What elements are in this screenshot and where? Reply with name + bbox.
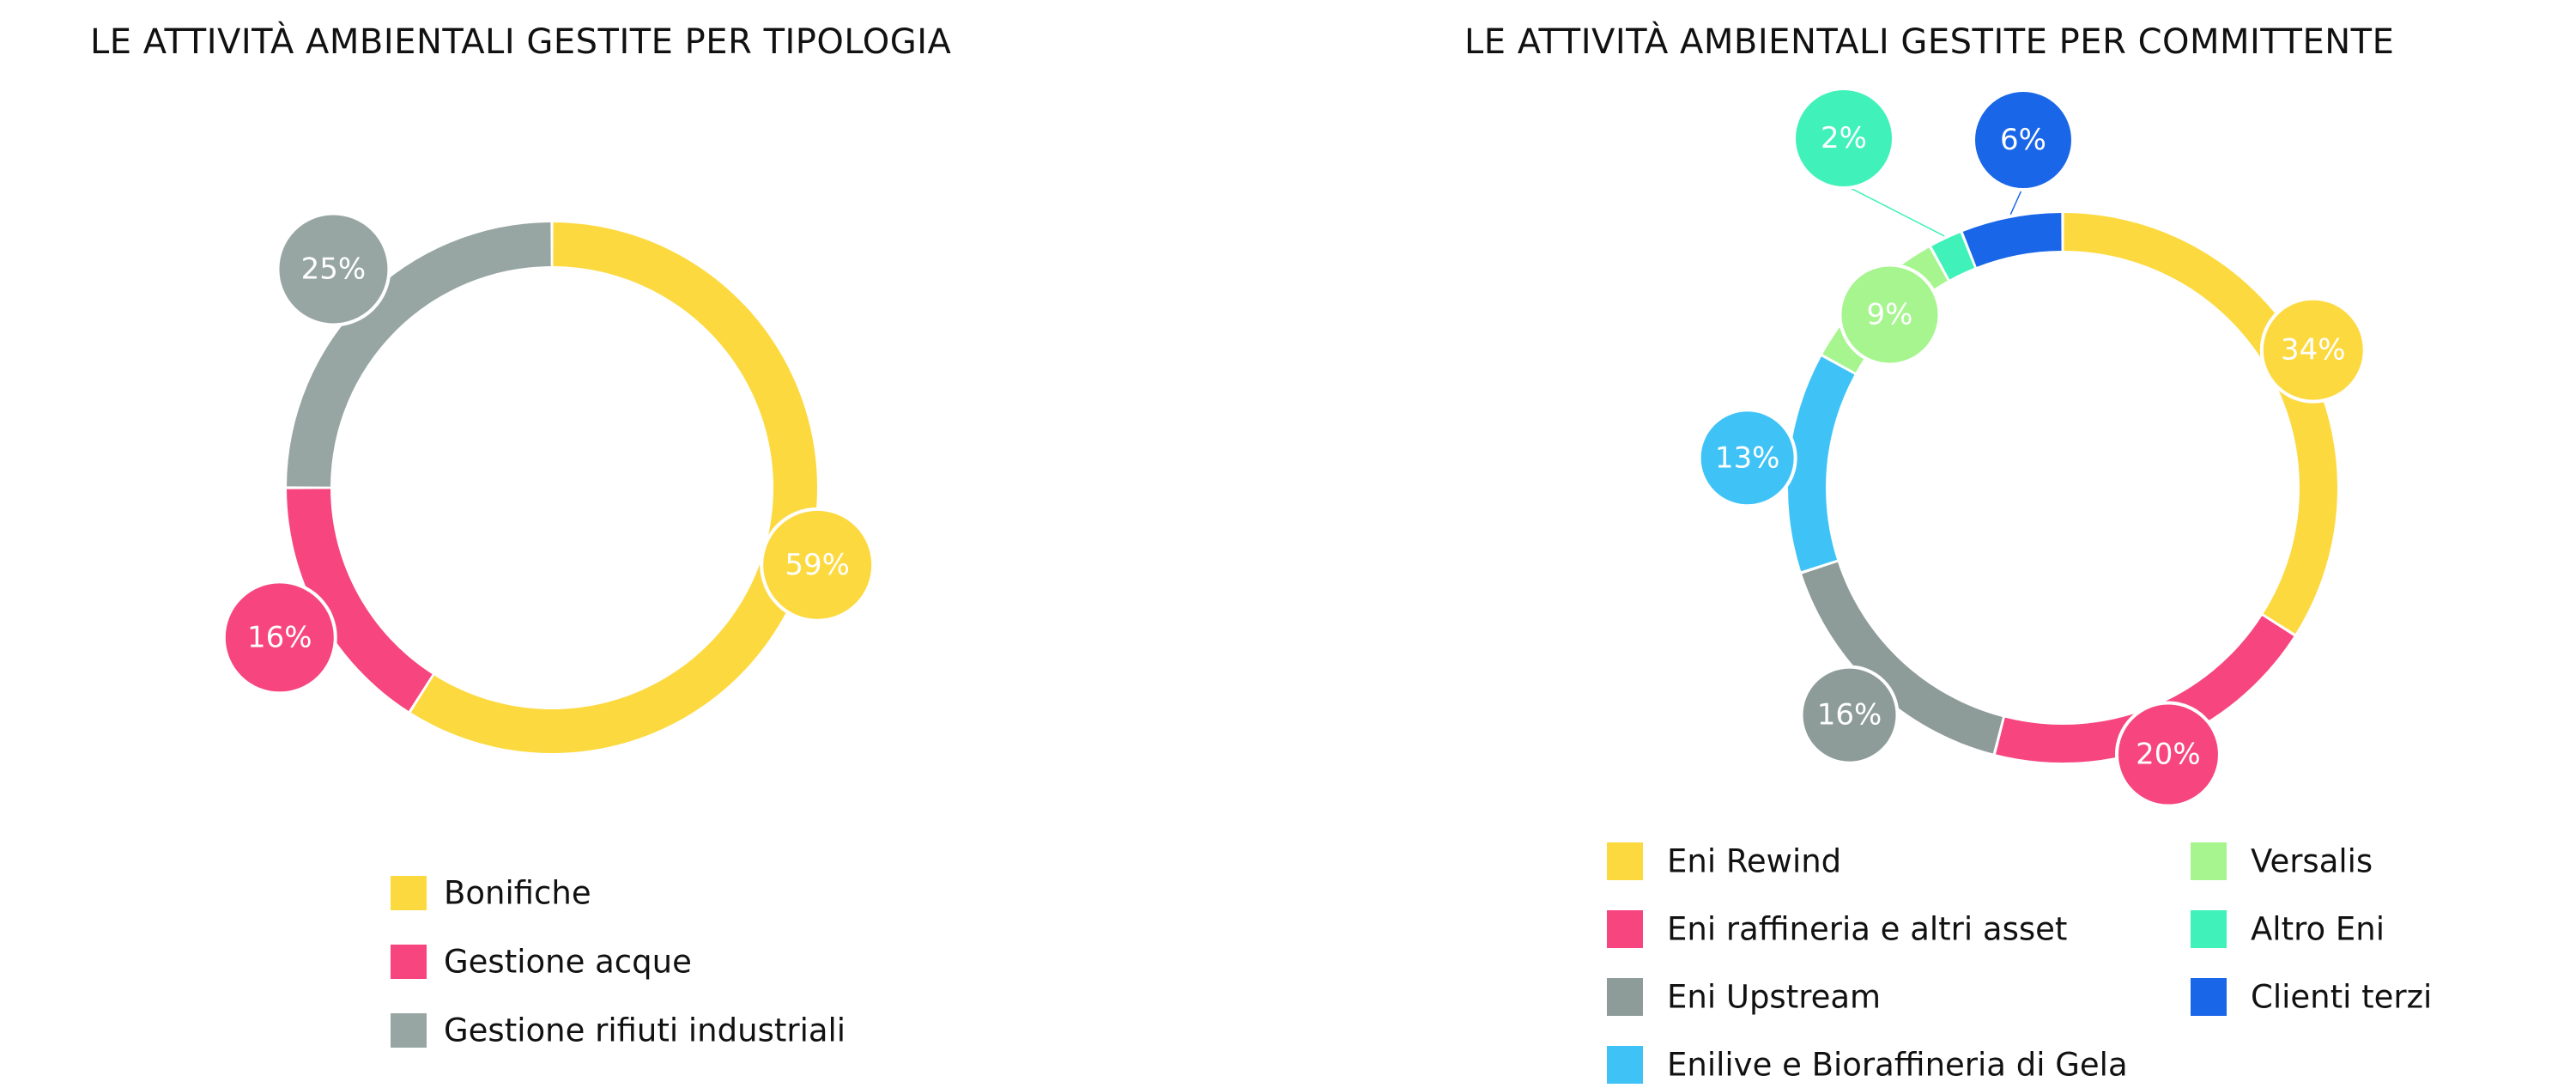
data-label-gestione-rifiuti-industriali: 25% — [301, 252, 367, 286]
label-bubble-eni-upstream — [1799, 665, 1900, 765]
legend-swatch-eni-raffineria-e-altri-asset — [1607, 910, 1643, 948]
chart-committente: LE ATTIVITÀ AMBIENTALI GESTITE PER COMMI… — [1464, 21, 2432, 1084]
legend-swatch-versalis — [2191, 842, 2227, 880]
slice-bonifiche[interactable] — [410, 222, 818, 753]
label-bubble-clienti-terzi — [1972, 88, 2075, 191]
data-label-eni-upstream: 16% — [1817, 698, 1882, 732]
data-label-bonifiche: 59% — [785, 548, 850, 582]
legend-item-altro-eni[interactable]: Altro Eni — [2191, 910, 2385, 948]
slice-eni-upstream[interactable] — [1802, 562, 2003, 754]
label-bubble-eni-rewind — [2259, 296, 2367, 404]
legend-item-gestione-rifiuti-industriali[interactable]: Gestione rifiuti industriali — [391, 1012, 846, 1049]
legend-item-eni-raffineria-e-altri-asset[interactable]: Eni raffineria e altri asset — [1607, 910, 2067, 948]
legend-label-clienti-terzi: Clienti terzi — [2251, 979, 2432, 1016]
legend-swatch-enilive-e-bioraffineria-di-gela — [1607, 1046, 1643, 1084]
legend-label-versalis: Versalis — [2251, 843, 2373, 880]
label-bubble-enilive-e-bioraffineria-di-gela — [1697, 408, 1797, 508]
data-labels-tipologia: 59% 16% 25% — [221, 211, 876, 696]
data-label-gestione-acque: 16% — [247, 620, 312, 654]
legend-committente: Eni Rewind Eni raffineria e altri asset En… — [1607, 842, 2432, 1084]
legend-label-bonifiche: Bonifiche — [444, 875, 591, 912]
data-label-versalis: 9% — [1866, 297, 1912, 331]
leader-line-altro-eni — [1843, 184, 1945, 237]
legend-swatch-gestione-rifiuti-industriali — [391, 1013, 427, 1048]
label-bubble-versalis — [1838, 263, 1942, 367]
chart-title-tipologia: LE ATTIVITÀ AMBIENTALI GESTITE PER TIPOL… — [90, 21, 952, 62]
legend-swatch-bonifiche — [391, 876, 427, 910]
data-label-eni-rewind: 34% — [2281, 333, 2346, 368]
data-label-eni-raffineria-e-altri-asset: 20% — [2136, 738, 2201, 772]
legend-item-versalis[interactable]: Versalis — [2191, 842, 2373, 880]
slice-gestione-acque[interactable] — [287, 489, 433, 712]
data-label-enilive-e-bioraffineria-di-gela: 13% — [1715, 441, 1780, 475]
legend-item-clienti-terzi[interactable]: Clienti terzi — [2191, 978, 2432, 1016]
legend-item-bonifiche[interactable]: Bonifiche — [391, 875, 591, 912]
data-labels-committente: 34% 20% 16% 13% 9% 2% 6% — [1697, 87, 2367, 808]
legend-label-eni-rewind: Eni Rewind — [1667, 843, 1841, 880]
legend-label-eni-upstream: Eni Upstream — [1667, 979, 1881, 1016]
legend-swatch-gestione-acque — [391, 945, 427, 979]
legend-swatch-eni-rewind — [1607, 842, 1643, 880]
legend-label-gestione-rifiuti-industriali: Gestione rifiuti industriali — [444, 1012, 846, 1049]
legend-label-altro-eni: Altro Eni — [2251, 911, 2385, 948]
slice-altro-eni[interactable] — [1931, 233, 1975, 280]
legend-label-enilive-e-bioraffineria-di-gela: Enilive e Bioraffineria di Gela — [1667, 1047, 2128, 1084]
legend-item-eni-upstream[interactable]: Eni Upstream — [1607, 978, 1881, 1016]
legend-item-eni-rewind[interactable]: Eni Rewind — [1607, 842, 1841, 880]
legend-item-enilive-e-bioraffineria-di-gela[interactable]: Enilive e Bioraffineria di Gela — [1607, 1046, 2128, 1084]
label-bubble-bonifiche — [760, 507, 876, 623]
label-bubble-gestione-acque — [221, 580, 337, 696]
chart-tipologia: LE ATTIVITÀ AMBIENTALI GESTITE PER TIPOL… — [90, 21, 952, 1049]
chart-title-committente: LE ATTIVITÀ AMBIENTALI GESTITE PER COMMI… — [1464, 21, 2394, 62]
slice-clienti-terzi[interactable] — [1962, 213, 2062, 267]
legend-swatch-clienti-terzi — [2191, 978, 2227, 1016]
legend-swatch-altro-eni — [2191, 910, 2227, 948]
slice-eni-raffineria-e-altri-asset[interactable] — [1996, 616, 2294, 763]
donut-tipologia — [287, 222, 818, 753]
label-bubble-altro-eni — [1792, 87, 1895, 190]
legend-tipologia: Bonifiche Gestione acque Gestione rifiuti … — [391, 875, 846, 1049]
data-label-clienti-terzi: 6% — [2000, 123, 2046, 157]
legend-item-gestione-acque[interactable]: Gestione acque — [391, 944, 692, 981]
label-bubble-gestione-rifiuti-industriali — [276, 211, 391, 327]
label-bubble-eni-raffineria-e-altri-asset — [2114, 701, 2221, 808]
slice-gestione-rifiuti-industriali[interactable] — [287, 222, 551, 487]
legend-swatch-eni-upstream — [1607, 978, 1643, 1016]
slice-enilive-e-bioraffineria-di-gela[interactable] — [1788, 356, 1855, 572]
data-label-altro-eni: 2% — [1821, 121, 1867, 155]
slice-eni-rewind[interactable] — [2064, 213, 2338, 635]
legend-label-eni-raffineria-e-altri-asset: Eni raffineria e altri asset — [1667, 911, 2067, 948]
legend-label-gestione-acque: Gestione acque — [444, 944, 692, 981]
